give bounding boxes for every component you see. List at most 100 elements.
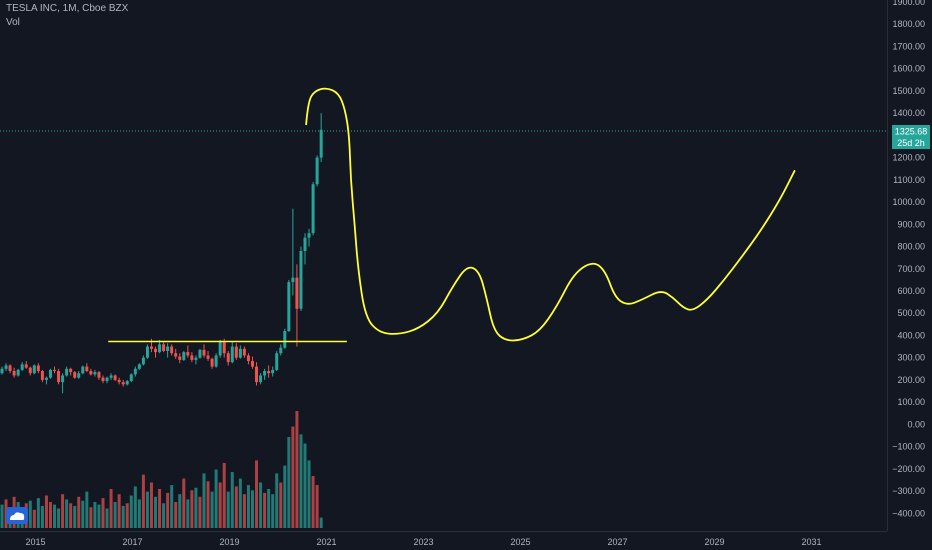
volume-bar	[263, 492, 267, 528]
y-tick-label: 1600.00	[892, 64, 925, 74]
volume-bar	[210, 491, 214, 528]
candle-body	[246, 355, 250, 362]
x-tick-label: 2029	[704, 537, 724, 547]
volume-bar	[36, 498, 40, 528]
x-tick-label: 2019	[219, 537, 239, 547]
volume-bar	[170, 485, 174, 528]
y-tick-label: 1700.00	[892, 41, 925, 51]
volume-bar	[202, 473, 206, 528]
volume-bar	[267, 489, 271, 528]
y-tick-label: 1100.00	[893, 175, 925, 185]
volume-bar	[57, 508, 61, 528]
x-tick-label: 2023	[413, 537, 433, 547]
volume-bar	[226, 491, 230, 528]
candle-body	[267, 371, 271, 374]
volume-bar	[81, 500, 85, 528]
candle-body	[295, 277, 299, 309]
drawings[interactable]	[108, 87, 796, 343]
volume-bar	[28, 500, 32, 528]
y-tick-label: 500.00	[897, 308, 925, 318]
volume-bar	[149, 482, 153, 528]
candle-body	[28, 367, 32, 374]
time-axis[interactable]: 2015 2017 2019 2021 2023 2025 2027 2029 2031	[25, 537, 821, 547]
candle-body	[279, 347, 283, 354]
volume-bar	[105, 508, 109, 528]
candle-body	[222, 342, 226, 354]
candle-body	[178, 356, 182, 360]
candle-body	[129, 374, 133, 382]
volume-bar	[174, 502, 178, 528]
volume-bar	[85, 491, 89, 528]
candle-body	[299, 250, 303, 309]
volume-bar	[198, 496, 202, 528]
candle-body	[117, 379, 121, 383]
candle-body	[61, 375, 65, 383]
volume-bar	[129, 495, 133, 528]
price-axis[interactable]: 1900.00 1800.00 1700.00 1600.00 1500.00 1400.…	[892, 0, 925, 518]
candle-body	[101, 377, 105, 382]
volume-bar	[311, 476, 315, 528]
y-tick-label: −300.00	[892, 486, 925, 496]
candle-body	[170, 346, 174, 354]
freehand-projection-drawing[interactable]	[305, 87, 796, 342]
y-tick-label: 400.00	[897, 330, 925, 340]
volume-bar	[291, 426, 295, 528]
candle-body	[255, 366, 259, 383]
candle-body	[85, 366, 89, 372]
candle-body	[214, 355, 218, 367]
volume-bar	[53, 504, 57, 528]
candle-body	[89, 371, 93, 375]
volume-bar	[125, 503, 129, 528]
candle-body	[202, 349, 206, 356]
volume-bar	[65, 499, 69, 528]
volume-bar	[117, 494, 121, 528]
candle-body	[238, 348, 242, 358]
y-tick-label: 1900.00	[892, 0, 925, 7]
candle-body	[48, 369, 52, 378]
volume-bar	[77, 496, 81, 528]
candle-body	[315, 157, 319, 185]
candle-body	[271, 369, 275, 374]
candlesticks	[0, 113, 323, 394]
last-price-tag-bg	[892, 125, 930, 149]
candle-body	[174, 353, 178, 357]
candle-body	[250, 361, 254, 367]
y-tick-label: 1500.00	[892, 86, 925, 96]
candle-body	[57, 371, 61, 383]
volume-bar	[145, 491, 149, 528]
candle-body	[53, 369, 57, 372]
x-tick-label: 2027	[607, 537, 627, 547]
symbol-legend[interactable]: TESLA INC, 1M, Cboe BZX	[6, 3, 129, 14]
volume-bar	[222, 463, 226, 528]
candle-body	[113, 375, 117, 380]
candle-body	[36, 365, 40, 372]
volume-bar	[234, 486, 238, 528]
logo[interactable]	[6, 507, 28, 524]
y-tick-label: 200.00	[897, 375, 925, 385]
y-tick-label: −100.00	[892, 442, 925, 452]
volume-bar	[113, 502, 117, 528]
volume-bar	[194, 487, 198, 528]
x-tick-label: 2021	[316, 537, 336, 547]
countdown-value: 25d 2h	[897, 138, 925, 148]
volume-bar	[32, 509, 36, 528]
x-tick-label: 2017	[122, 537, 142, 547]
candle-body	[145, 346, 149, 358]
volume-bar	[69, 503, 73, 528]
candle-body	[226, 353, 230, 363]
candle-body	[198, 349, 202, 358]
candle-body	[307, 233, 311, 238]
volume-bar	[133, 486, 137, 528]
volume-bar	[259, 482, 263, 528]
last-price-tag: 1325.68 25d 2h	[892, 125, 930, 149]
candle-body	[218, 342, 222, 356]
candle-body	[206, 355, 210, 359]
volume-bar	[295, 411, 299, 528]
candle-body	[105, 377, 109, 382]
volume-bar	[89, 507, 93, 528]
volume-bar	[242, 494, 246, 528]
volume-legend[interactable]: Vol	[6, 17, 20, 28]
candle-body	[190, 355, 194, 360]
candle-body	[93, 372, 97, 375]
